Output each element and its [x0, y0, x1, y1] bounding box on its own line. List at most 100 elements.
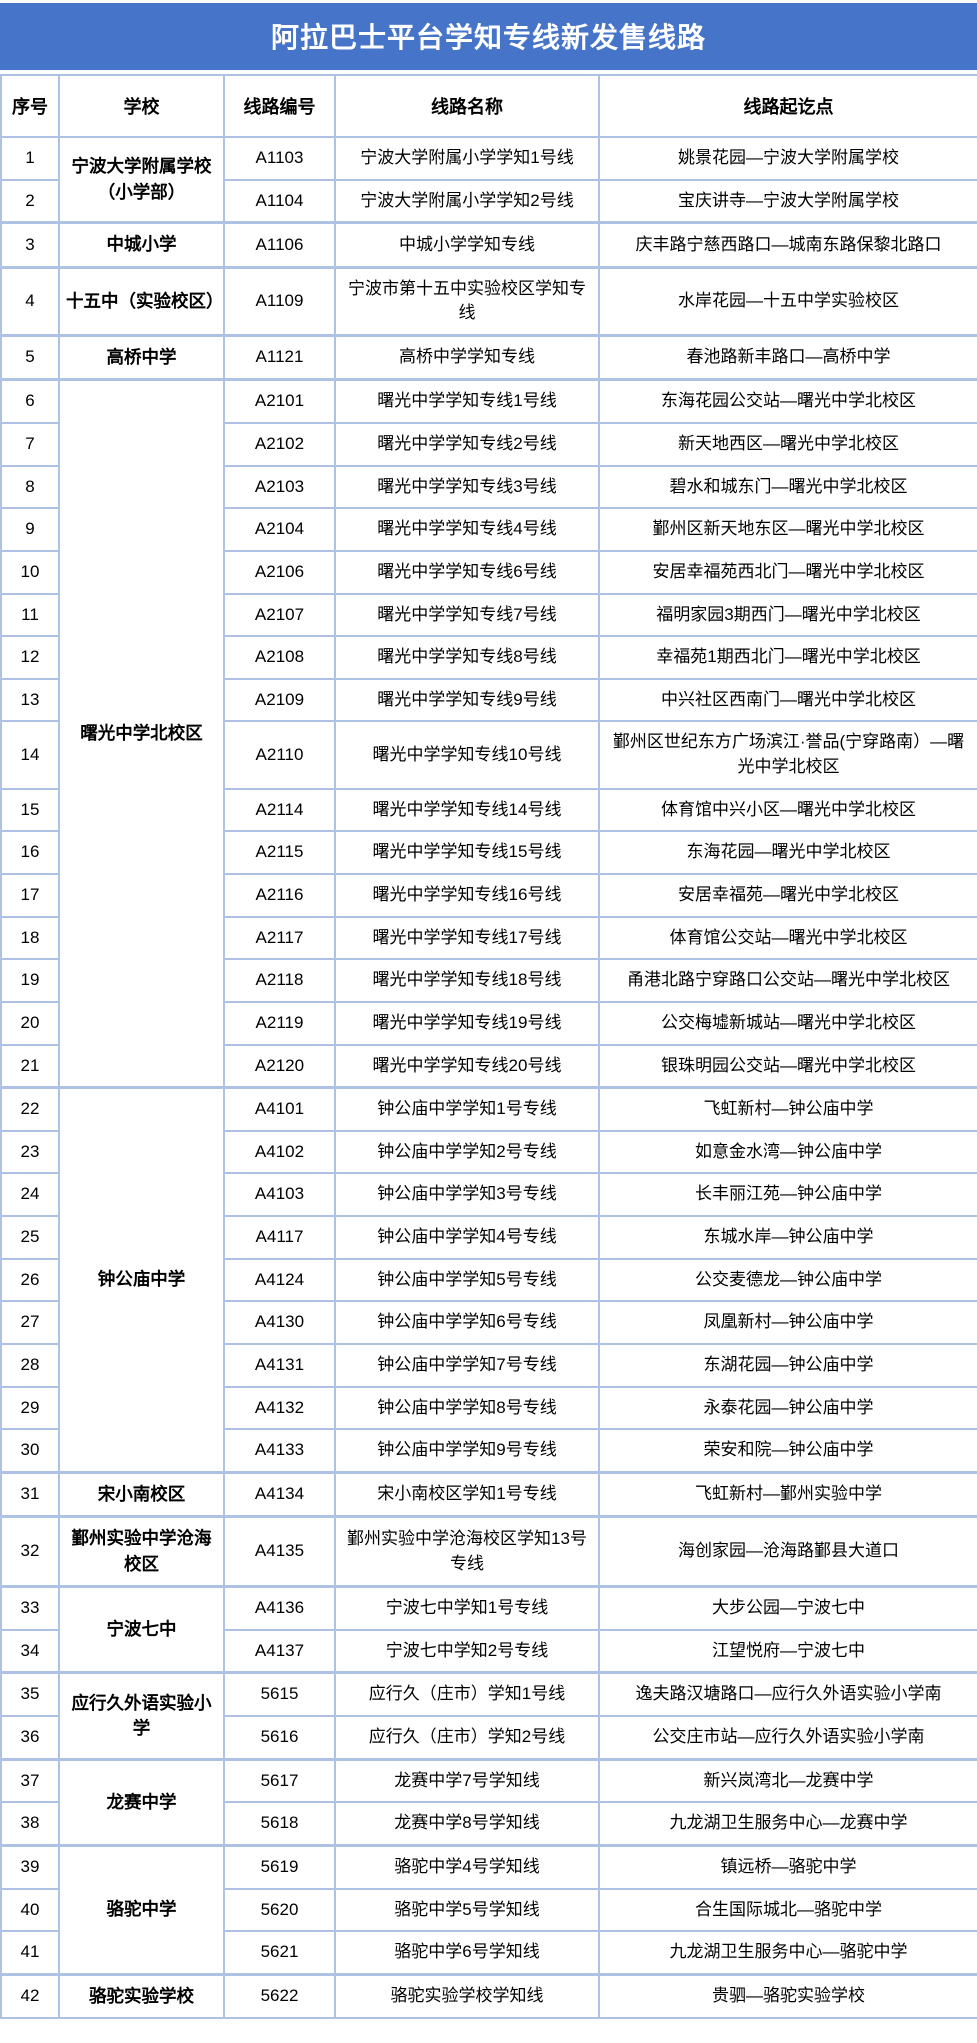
table-row: 34 A4137 宁波七中学知2号专线 江望悦府—宁波七中: [0, 1628, 977, 1674]
route-name-cell: 骆驼实验学校学知线: [334, 1972, 600, 2020]
route-endpoints-cell: 九龙湖卫生服务中心—龙赛中学: [598, 1801, 977, 1847]
table-row: 28 A4131 钟公庙中学学知7号专线 东湖花园—钟公庙中学: [0, 1343, 977, 1388]
route-code-cell: A2120: [223, 1043, 336, 1089]
seq-cell: 39: [0, 1843, 60, 1890]
route-name-cell: 钟公庙中学学知9号专线: [334, 1428, 600, 1474]
school-cell: 骆驼实验学校: [58, 1972, 225, 2020]
seq-cell: 15: [0, 787, 60, 833]
table-row: 39 骆驼中学 5619 骆驼中学4号学知线 镇远桥—骆驼中学: [0, 1843, 977, 1976]
route-code-cell: A4137: [223, 1628, 336, 1674]
seq-cell: 17: [0, 873, 60, 918]
school-cell: 宋小南校区: [58, 1470, 225, 1518]
route-endpoints-cell: 安居幸福苑西北门—曙光中学北校区: [598, 549, 977, 595]
route-name-cell: 骆驼中学5号学知线: [334, 1887, 600, 1933]
route-code-cell: A4102: [223, 1129, 336, 1175]
column-header-seq: 序号: [0, 74, 60, 138]
seq-cell: 31: [0, 1470, 60, 1518]
table-row: 7 A2102 曙光中学学知专线2号线 新天地西区—曙光中学北校区: [0, 421, 977, 467]
table-row: 37 龙赛中学 5617 龙赛中学7号学知线 新兴岚湾北—龙赛中学: [0, 1757, 977, 1847]
route-name-cell: 曙光中学学知专线1号线: [334, 378, 600, 424]
route-table-body: 1 宁波大学附属学校（小学部） A1103 宁波大学附属小学学知1号线 姚景花园—宁波大…: [0, 136, 977, 2020]
route-endpoints-cell: 东湖花园—钟公庙中学: [598, 1343, 977, 1388]
seq-cell: 36: [0, 1715, 60, 1761]
seq-cell: 9: [0, 507, 60, 552]
route-endpoints-cell: 姚景花园—宁波大学附属学校: [598, 136, 977, 181]
route-name-cell: 鄞州实验中学沧海校区学知13号专线: [334, 1515, 600, 1588]
table-row: 21 A2120 曙光中学学知专线20号线 银珠明园公交站—曙光中学北校区: [0, 1043, 977, 1089]
route-code-cell: A4103: [223, 1172, 336, 1218]
seq-cell: 3: [0, 221, 60, 269]
route-code-cell: A2104: [223, 507, 336, 552]
seq-cell: 8: [0, 464, 60, 510]
route-code-cell: 5620: [223, 1887, 336, 1933]
route-endpoints-cell: 福明家园3期西门—曙光中学北校区: [598, 592, 977, 638]
route-endpoints-cell: 如意金水湾—钟公庙中学: [598, 1129, 977, 1175]
route-endpoints-cell: 九龙湖卫生服务中心—骆驼中学: [598, 1930, 977, 1976]
route-code-cell: A2119: [223, 1000, 336, 1046]
route-code-cell: A2106: [223, 549, 336, 595]
route-name-cell: 龙赛中学8号学知线: [334, 1801, 600, 1847]
route-name-cell: 钟公庙中学学知4号专线: [334, 1215, 600, 1260]
route-endpoints-cell: 逸夫路汉塘路口—应行久外语实验小学南: [598, 1671, 977, 1718]
seq-cell: 35: [0, 1671, 60, 1718]
seq-cell: 27: [0, 1300, 60, 1346]
route-endpoints-cell: 幸福苑1期西北门—曙光中学北校区: [598, 635, 977, 680]
table-row: 15 A2114 曙光中学学知专线14号线 体育馆中兴小区—曙光中学北校区: [0, 787, 977, 833]
seq-cell: 38: [0, 1801, 60, 1847]
route-endpoints-cell: 海创家园—沧海路鄞县大道口: [598, 1515, 977, 1588]
route-endpoints-cell: 永泰花园—钟公庙中学: [598, 1385, 977, 1431]
seq-cell: 1: [0, 136, 60, 181]
seq-cell: 12: [0, 635, 60, 680]
route-name-cell: 宁波大学附属小学学知2号线: [334, 178, 600, 224]
table-row: 19 A2118 曙光中学学知专线18号线 甬港北路宁穿路口公交站—曙光中学北校区: [0, 958, 977, 1003]
route-name-cell: 钟公庙中学学知5号专线: [334, 1257, 600, 1303]
table-row: 13 A2109 曙光中学学知专线9号线 中兴社区西南门—曙光中学北校区: [0, 677, 977, 723]
table-row: 9 A2104 曙光中学学知专线4号线 鄞州区新天地东区—曙光中学北校区: [0, 507, 977, 552]
route-endpoints-cell: 新兴岚湾北—龙赛中学: [598, 1757, 977, 1804]
seq-cell: 6: [0, 378, 60, 424]
route-code-cell: A1109: [223, 265, 336, 337]
route-name-cell: 钟公庙中学学知1号专线: [334, 1086, 600, 1132]
table-row: 30 A4133 钟公庙中学学知9号专线 荣安和院—钟公庙中学: [0, 1428, 977, 1474]
route-endpoints-cell: 东城水岸—钟公庙中学: [598, 1215, 977, 1260]
school-cell: 曙光中学北校区: [58, 378, 225, 1089]
route-name-cell: 曙光中学学知专线17号线: [334, 915, 600, 961]
table-row: 14 A2110 曙光中学学知专线10号线 鄞州区世纪东方广场滨江·誉品(宁穿路南）—…: [0, 720, 977, 790]
seq-cell: 37: [0, 1757, 60, 1804]
seq-cell: 24: [0, 1172, 60, 1218]
route-code-cell: A2102: [223, 421, 336, 467]
route-name-cell: 宁波大学附属小学学知1号线: [334, 136, 600, 181]
seq-cell: 2: [0, 178, 60, 224]
route-code-cell: A2109: [223, 677, 336, 723]
table-row: 24 A4103 钟公庙中学学知3号专线 长丰丽江苑—钟公庙中学: [0, 1172, 977, 1218]
route-code-cell: A4131: [223, 1343, 336, 1388]
table-row: 4 十五中（实验校区） A1109 宁波市第十五中实验校区学知专线 水岸花园—十五中学实…: [0, 265, 977, 337]
route-name-cell: 中城小学学知专线: [334, 221, 600, 269]
route-code-cell: A2107: [223, 592, 336, 638]
school-cell: 十五中（实验校区）: [58, 265, 225, 337]
school-cell: 中城小学: [58, 221, 225, 269]
route-endpoints-cell: 鄞州区世纪东方广场滨江·誉品(宁穿路南）—曙光中学北校区: [598, 720, 977, 790]
route-endpoints-cell: 飞虹新村—鄞州实验中学: [598, 1470, 977, 1518]
route-code-cell: A1121: [223, 333, 336, 381]
route-endpoints-cell: 中兴社区西南门—曙光中学北校区: [598, 677, 977, 723]
route-endpoints-cell: 鄞州区新天地东区—曙光中学北校区: [598, 507, 977, 552]
route-name-cell: 龙赛中学7号学知线: [334, 1757, 600, 1804]
route-name-cell: 曙光中学学知专线15号线: [334, 830, 600, 875]
table-row: 31 宋小南校区 A4134 宋小南校区学知1号专线 飞虹新村—鄞州实验中学: [0, 1470, 977, 1518]
table-row: 8 A2103 曙光中学学知专线3号线 碧水和城东门—曙光中学北校区: [0, 464, 977, 510]
column-header-route-name: 线路名称: [334, 74, 600, 138]
route-name-cell: 曙光中学学知专线14号线: [334, 787, 600, 833]
route-name-cell: 宋小南校区学知1号专线: [334, 1470, 600, 1518]
table-header-row: 序号 学校 线路编号 线路名称 线路起讫点: [0, 74, 977, 138]
route-code-cell: 5619: [223, 1843, 336, 1890]
seq-cell: 11: [0, 592, 60, 638]
route-endpoints-cell: 宝庆讲寺—宁波大学附属学校: [598, 178, 977, 224]
route-name-cell: 高桥中学学知专线: [334, 333, 600, 381]
route-endpoints-cell: 贵驷—骆驼实验学校: [598, 1972, 977, 2020]
table-row: 22 钟公庙中学 A4101 钟公庙中学学知1号专线 飞虹新村—钟公庙中学: [0, 1086, 977, 1474]
table-row: 17 A2116 曙光中学学知专线16号线 安居幸福苑—曙光中学北校区: [0, 873, 977, 918]
seq-cell: 16: [0, 830, 60, 875]
school-cell: 高桥中学: [58, 333, 225, 381]
column-header-route-code: 线路编号: [223, 74, 336, 138]
